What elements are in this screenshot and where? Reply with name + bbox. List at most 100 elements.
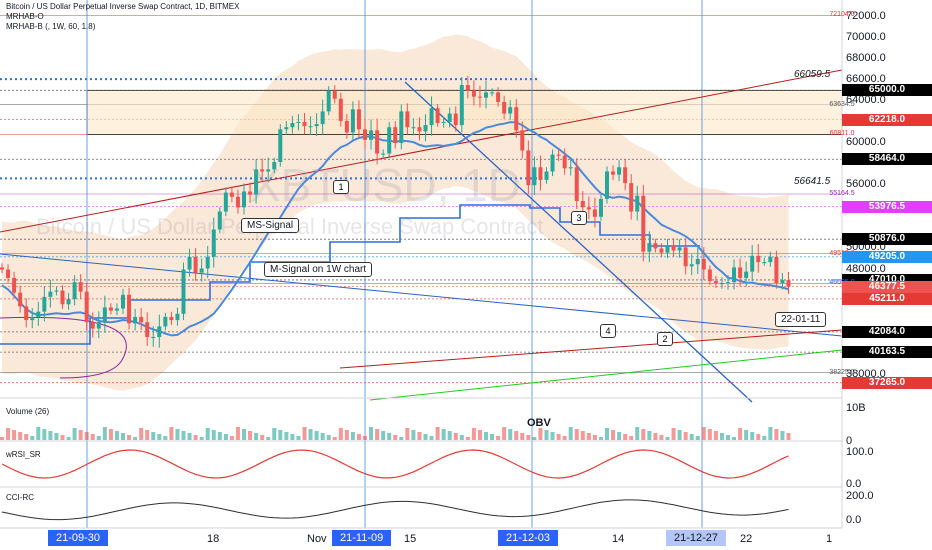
volume-bar: [598, 437, 603, 440]
volume-bar: [417, 432, 422, 440]
candle-body: [363, 129, 367, 140]
m-signal-label[interactable]: M-Signal on 1W chart: [264, 262, 373, 277]
volume-bar: [66, 437, 71, 440]
candle-body: [532, 167, 537, 186]
candle-body: [635, 195, 640, 212]
time-highlight[interactable]: 21-11-09: [332, 530, 392, 546]
candle-body: [12, 277, 17, 293]
candle-body: [36, 311, 41, 317]
date-callout[interactable]: 22-01-11: [775, 312, 827, 327]
price-label[interactable]: 55164.5: [829, 189, 855, 197]
price-label[interactable]: 58464.0: [842, 153, 932, 166]
price-label[interactable]: 42084.0: [842, 325, 932, 338]
price-label[interactable]: 38225.0: [829, 368, 855, 376]
volume-bar: [405, 428, 410, 440]
candle-body: [617, 167, 622, 175]
candle-body: [774, 256, 779, 284]
cci-pane-label[interactable]: CCI-RC: [6, 493, 34, 502]
price-tick: 70000.0: [846, 30, 886, 43]
price-tick: 38000.0: [846, 367, 886, 380]
volume-bar: [526, 435, 531, 440]
candle-body: [732, 267, 737, 283]
candle-body: [205, 256, 210, 269]
marker-3[interactable]: 3: [571, 211, 587, 225]
volume-bar: [647, 431, 652, 440]
volume-bar: [762, 436, 767, 440]
candle-body: [157, 326, 162, 337]
candle-body: [750, 255, 755, 272]
candle-body: [296, 121, 301, 123]
candle-body: [556, 154, 561, 156]
price-label[interactable]: 49205.0: [842, 250, 932, 263]
candle-body: [344, 120, 349, 133]
volume-bar: [133, 437, 138, 440]
volume-bar: [726, 435, 730, 440]
price-label[interactable]: 53976.5: [842, 200, 932, 213]
drawing-layer: [0, 0, 843, 528]
price-label[interactable]: 50876.0: [842, 233, 932, 246]
marker-2[interactable]: 2: [657, 332, 673, 346]
candle-body: [441, 121, 446, 123]
volume-bar: [750, 432, 755, 440]
marker-1[interactable]: 1: [333, 180, 349, 194]
price-label[interactable]: 60811.0: [829, 130, 855, 138]
candle-body: [502, 101, 507, 114]
time-highlight[interactable]: 21-12-27: [666, 530, 727, 546]
price-label[interactable]: 45211.0: [842, 292, 932, 305]
price-tick: 60000.0: [846, 136, 886, 149]
volume-bar: [635, 427, 640, 440]
volume-bar: [441, 429, 446, 440]
price-label[interactable]: 72104.0: [829, 11, 855, 19]
volume-bar: [84, 432, 89, 440]
volume-bar: [229, 436, 234, 440]
volume-bar: [423, 434, 428, 440]
volume-pane-label[interactable]: Volume (26): [6, 407, 50, 416]
time-highlight[interactable]: 21-12-03: [498, 530, 559, 546]
time-highlight[interactable]: 21-09-30: [48, 530, 109, 546]
volume-bar: [562, 436, 567, 440]
volume-bar: [60, 435, 65, 440]
candle-body: [526, 150, 531, 186]
chart-title[interactable]: Bitcoin / US Dollar Perpetual Inverse Sw…: [6, 2, 240, 11]
cci-line: [1, 499, 789, 521]
indicator-label-mrhab-b[interactable]: MRHAB-B (, 1W, 60, 1.8): [6, 22, 96, 31]
volume-bar: [217, 432, 222, 440]
candle-body: [127, 294, 132, 324]
candle-body: [496, 92, 501, 102]
price-label[interactable]: 65000.0: [842, 84, 932, 97]
candle-body: [459, 85, 464, 126]
volume-bar: [199, 437, 204, 440]
price-tick: 50000.0: [846, 241, 886, 254]
volume-bar: [260, 435, 265, 440]
level-label-56641: 56641.5: [794, 176, 831, 187]
candle-body: [42, 296, 47, 312]
volume-bar: [127, 435, 132, 440]
volume-bar: [338, 428, 343, 440]
candle-body: [272, 162, 277, 170]
wrsi-pane-label[interactable]: wRSI_SR: [6, 450, 41, 459]
volume-bar: [586, 433, 591, 440]
candle-body: [30, 316, 35, 321]
volume-bar: [344, 430, 349, 440]
volume-bar: [659, 435, 664, 440]
volume-bar: [701, 427, 706, 440]
marker-4[interactable]: 4: [600, 324, 616, 338]
candle-body: [677, 247, 682, 251]
candle-body: [193, 256, 198, 273]
price-label[interactable]: 62218.0: [842, 113, 932, 126]
candle-body: [568, 167, 573, 169]
ms-signal-label[interactable]: MS-Signal: [241, 218, 300, 233]
indicator-label-mrhab-o[interactable]: MRHAB-O: [6, 12, 44, 21]
price-label[interactable]: 63634.5: [829, 100, 855, 108]
volume-bar: [145, 430, 150, 440]
candle-body: [66, 299, 71, 305]
volume-bar: [24, 434, 29, 440]
candle-body: [653, 243, 658, 249]
price-label[interactable]: 37265.0: [842, 376, 932, 389]
candle-body: [60, 290, 65, 305]
price-label[interactable]: 40163.5: [842, 346, 932, 359]
volume-bar: [181, 431, 186, 440]
volume-bar: [429, 436, 434, 440]
price-label[interactable]: 46377.5: [842, 280, 932, 293]
